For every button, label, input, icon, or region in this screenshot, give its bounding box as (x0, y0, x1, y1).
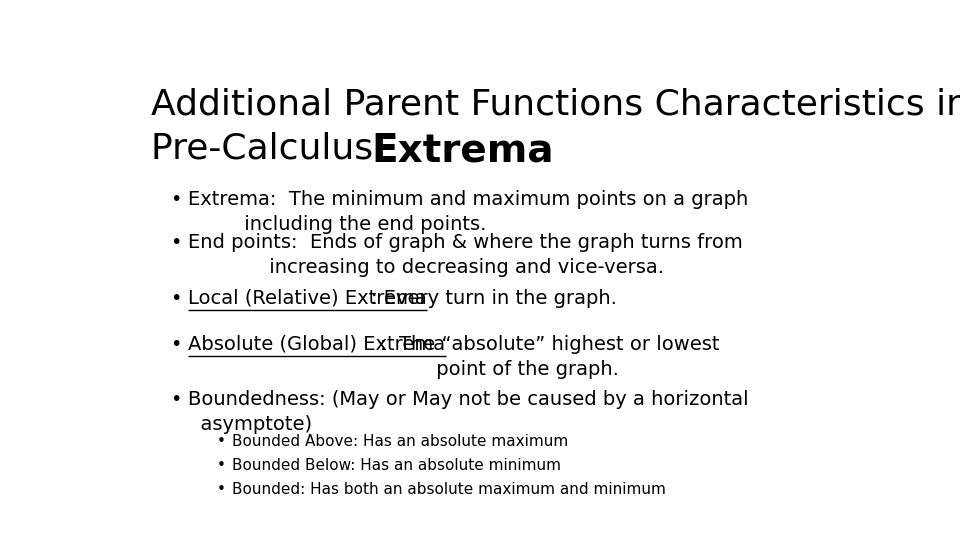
Text: •: • (217, 482, 226, 497)
Text: •: • (171, 390, 182, 409)
Text: Boundedness: (May or May not be caused by a horizontal
  asymptote): Boundedness: (May or May not be caused b… (188, 390, 749, 434)
Text: •: • (217, 458, 226, 472)
Text: Bounded: Has both an absolute maximum and minimum: Bounded: Has both an absolute maximum an… (231, 482, 665, 497)
Text: •: • (171, 288, 182, 307)
Text: Extrema: Extrema (372, 131, 554, 170)
Text: Local (Relative) Extrema: Local (Relative) Extrema (188, 288, 427, 307)
Text: Absolute (Global) Extrema: Absolute (Global) Extrema (188, 335, 445, 354)
Text: Additional Parent Functions Characteristics in: Additional Parent Functions Characterist… (152, 87, 960, 122)
Text: Bounded Above: Has an absolute maximum: Bounded Above: Has an absolute maximum (231, 434, 568, 449)
Text: •: • (171, 335, 182, 354)
Text: Pre-Calculus:: Pre-Calculus: (152, 131, 397, 165)
Text: •: • (171, 233, 182, 252)
Text: Bounded Below: Has an absolute minimum: Bounded Below: Has an absolute minimum (231, 458, 561, 472)
Text: :  The “absolute” highest or lowest
         point of the graph.: : The “absolute” highest or lowest point… (380, 335, 720, 379)
Text: •: • (171, 190, 182, 208)
Text: : Every turn in the graph.: : Every turn in the graph. (371, 288, 616, 307)
Text: End points:  Ends of graph & where the graph turns from
             increasing : End points: Ends of graph & where the gr… (188, 233, 743, 277)
Text: Extrema:  The minimum and maximum points on a graph
         including the end p: Extrema: The minimum and maximum points … (188, 190, 749, 233)
Text: •: • (217, 434, 226, 449)
